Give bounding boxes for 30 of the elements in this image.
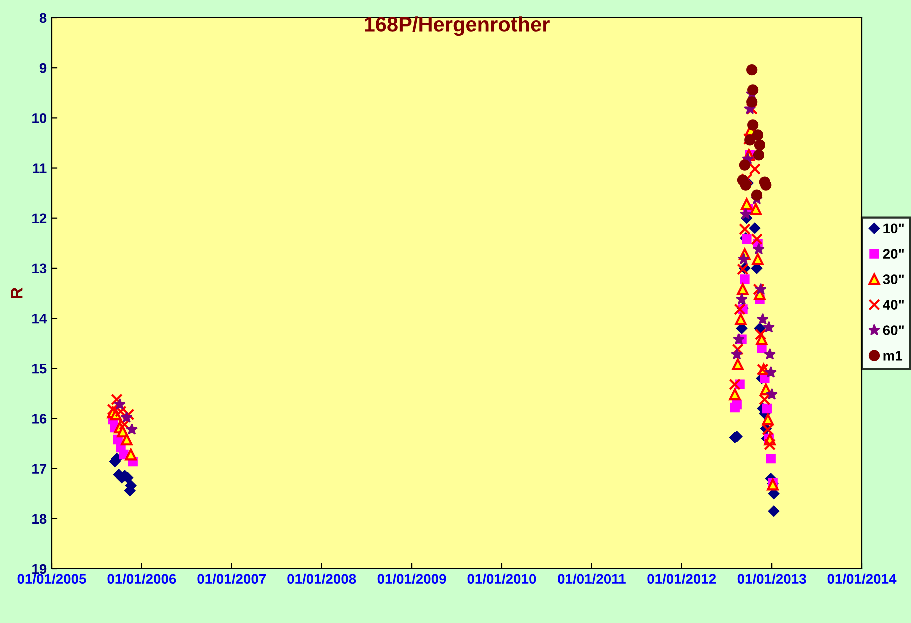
y-tick-label: 11 (33, 164, 47, 174)
legend-label: 30" (883, 274, 904, 285)
y-tick-label: 19 (32, 564, 47, 574)
y-tick-label: 10 (32, 114, 47, 124)
x-tick-label: 01/01/2014 (828, 574, 897, 584)
x-tick-label: 01/01/2005 (18, 574, 86, 584)
y-tick-label: 8 (40, 13, 47, 24)
y-tick-label: 17 (32, 464, 47, 474)
y-tick-label: 18 (32, 514, 47, 524)
y-tick-label: 14 (32, 314, 48, 324)
x-tick-label: 01/01/2012 (648, 574, 716, 584)
y-axis-title: R (11, 288, 23, 298)
x-tick-label: 01/01/2011 (558, 574, 626, 584)
chart-title: 168P/Hergenrother (365, 16, 550, 36)
y-tick-label: 15 (32, 364, 47, 374)
y-tick-label: 16 (32, 414, 47, 424)
y-tick-label: 9 (40, 63, 47, 74)
legend-label: 10" (884, 224, 904, 234)
legend-label: m1 (884, 351, 903, 361)
y-tick-label: 13 (32, 264, 47, 274)
y-tick-label: 12 (32, 214, 47, 224)
legend-label: 60" (883, 326, 904, 336)
x-tick-label: 01/01/2006 (108, 574, 176, 584)
x-tick-label: 01/01/2010 (468, 574, 536, 584)
x-tick-label: 01/01/2007 (198, 574, 266, 584)
x-tick-label: 01/01/2008 (288, 574, 356, 584)
x-tick-label: 01/01/2013 (738, 574, 806, 584)
legend-label: 20" (883, 249, 904, 260)
x-tick-label: 01/01/2009 (378, 574, 446, 584)
legend-label: 40" (883, 300, 904, 310)
